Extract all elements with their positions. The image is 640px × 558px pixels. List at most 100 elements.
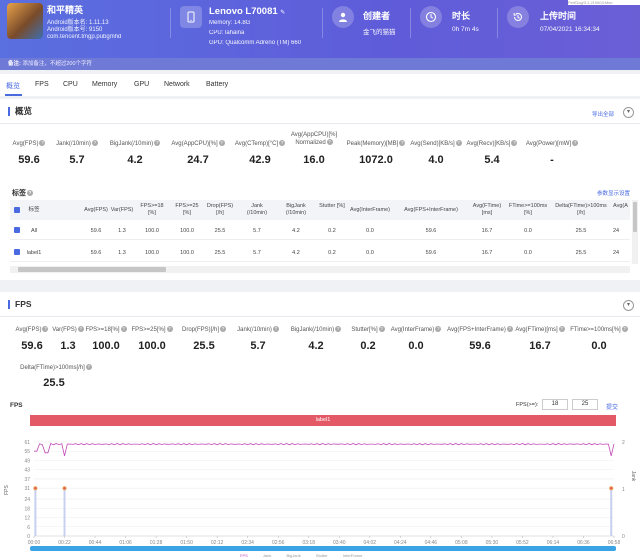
- param-display-settings-link[interactable]: 参数显示设置: [596, 191, 630, 197]
- legend-item[interactable]: FPS: [240, 553, 248, 558]
- overview-title: 概览: [8, 107, 32, 116]
- note-bar[interactable]: 备注: 添加备注，不超过200个字符: [0, 58, 640, 70]
- row-checkbox[interactable]: [14, 227, 20, 233]
- tab-cpu[interactable]: CPU: [63, 81, 78, 88]
- note-placeholder[interactable]: 添加备注，不超过200个字符: [22, 61, 93, 67]
- fps-threshold-input-1[interactable]: 18: [542, 399, 568, 410]
- scrollbar-thumb[interactable]: [633, 202, 637, 232]
- metric-label: Jank(/10min)?: [237, 326, 279, 333]
- x-tick-label: 04:02: [364, 540, 377, 546]
- legend-item[interactable]: InterFrame: [342, 553, 363, 558]
- metric-value: 24.7: [187, 154, 209, 166]
- table-header-cell[interactable]: Jank (/10min): [246, 203, 268, 216]
- x-tick-label: 00:44: [89, 540, 102, 546]
- tab-memory[interactable]: Memory: [92, 81, 118, 88]
- table-header-cell[interactable]: Avg(FTime) [ms]: [472, 203, 502, 216]
- metric-value: 100.0: [138, 340, 166, 352]
- tab-battery[interactable]: Battery: [206, 81, 229, 88]
- table-cell: 100.0: [180, 250, 194, 256]
- chart-series: [33, 442, 615, 536]
- x-tick-label: 02:56: [272, 540, 285, 546]
- table-header-cell[interactable]: Avg(FPS): [84, 207, 108, 213]
- fps-chart-title: FPS: [10, 402, 23, 409]
- select-all-checkbox[interactable]: [14, 207, 20, 213]
- table-header-cell[interactable]: Avg(A: [613, 203, 628, 209]
- metric-label: Jank(/10min)?: [56, 140, 98, 147]
- device-gpu: GPU: Qualcomm Adreno (TM) 660: [209, 40, 302, 46]
- creator-title: 创建者: [363, 11, 391, 21]
- table-header-cell[interactable]: Avg(InterFrame): [350, 207, 390, 213]
- tab-network[interactable]: Network: [164, 81, 190, 88]
- tab-fps[interactable]: FPS: [35, 81, 49, 88]
- scrollbar-thumb[interactable]: [18, 267, 166, 272]
- metric-label: Avg(CTemp)[°C]?: [234, 140, 286, 147]
- metric-label: Var(FPS)?: [52, 326, 84, 333]
- table-cell: 4.2: [292, 250, 300, 256]
- table-vertical-scrollbar[interactable]: [632, 200, 638, 264]
- table-cell: 59.6: [90, 228, 102, 234]
- table-cell: 25.5: [575, 228, 587, 234]
- metric-label: Avg(InterFrame)?: [390, 326, 442, 333]
- metric-label: Avg(Power)[mW]?: [525, 140, 579, 147]
- table-header-cell[interactable]: Stutter [%]: [319, 203, 345, 209]
- legend-item[interactable]: Jank: [262, 553, 272, 558]
- metric-value: 4.0: [428, 154, 444, 166]
- table-header-cell[interactable]: FTime>=100ms [%]: [508, 203, 548, 216]
- time-range-slider[interactable]: [30, 546, 616, 551]
- legend-item[interactable]: Stutter: [315, 553, 328, 558]
- metric-value: 5.7: [250, 340, 266, 352]
- table-header-cell[interactable]: 标签: [28, 207, 40, 213]
- y-tick-label: 0: [27, 534, 30, 540]
- y-tick-label: 18: [24, 506, 30, 512]
- metric-label: FPS>=25[%]?: [131, 326, 173, 333]
- x-tick-label: 01:06: [119, 540, 132, 546]
- metric-value: 42.9: [249, 154, 271, 166]
- table-header-cell[interactable]: BigJank (/10min): [285, 203, 307, 216]
- y2-tick-label: 1: [622, 487, 625, 493]
- metric-value: -: [550, 154, 554, 166]
- package-name: com.tencent.tmgp.pubgmhd: [47, 34, 122, 40]
- table-cell: 1.3: [118, 250, 126, 256]
- device-name: Lenovo L70081 ✎: [209, 6, 286, 17]
- metric-label: Drop(FPS)[/h]?: [181, 326, 226, 333]
- fps-series-line: [34, 442, 615, 456]
- phone-icon: [180, 6, 202, 28]
- y-axis-label: FPS: [4, 484, 10, 494]
- fps-section-title: FPS: [8, 300, 32, 309]
- table-header-cell[interactable]: Delta(FTime)>100ms [/h]: [555, 203, 607, 216]
- table-header-cell[interactable]: FPS>=18 [%]: [140, 203, 164, 216]
- metric-value: 25.5: [43, 377, 65, 389]
- export-all-link[interactable]: 导出全部: [591, 112, 614, 118]
- fps-threshold-input-2[interactable]: 25: [572, 399, 598, 410]
- x-tick-label: 03:40: [333, 540, 346, 546]
- x-tick-label: 05:08: [455, 540, 468, 546]
- metric-label: Avg(FTime)[ms]?: [515, 326, 565, 333]
- table-row[interactable]: label1 59.6 1.3 100.0 100.0 25.5 5.7 4.2…: [10, 244, 630, 262]
- fps-threshold-label: FPS(>=):: [516, 402, 539, 408]
- legend-item[interactable]: BigJank: [286, 553, 301, 558]
- collapse-overview-button[interactable]: ▾: [623, 107, 634, 118]
- metric-label: Avg(FPS)?: [15, 326, 49, 333]
- table-cell: 16.7: [481, 228, 493, 234]
- y-tick-label: 49: [24, 458, 30, 464]
- table-horizontal-scrollbar[interactable]: [10, 266, 630, 273]
- fps-threshold-submit[interactable]: 提交: [606, 405, 619, 411]
- header-divider: [497, 8, 498, 38]
- y2-tick-label: 2: [622, 440, 625, 446]
- table-header-cell[interactable]: Avg(FPS+InterFrame): [404, 207, 458, 213]
- label-range-bar[interactable]: label1: [30, 415, 616, 426]
- y2-axis-label: Jank: [630, 471, 636, 482]
- tab-overview[interactable]: 概览: [6, 83, 20, 90]
- tab-gpu[interactable]: GPU: [134, 81, 150, 88]
- report-header: 和平精英 Android版本名: 1.11.13 Android版本号: 915…: [0, 0, 640, 58]
- table-header-cell[interactable]: FPS>=25 [%]: [175, 203, 199, 216]
- table-header-cell[interactable]: Var(FPS): [110, 207, 134, 213]
- row-checkbox[interactable]: [14, 249, 20, 255]
- table-header: 标签 Avg(FPS) Var(FPS) FPS>=18 [%] FPS>=25…: [10, 200, 630, 220]
- x-tick-label: 06:36: [577, 540, 590, 546]
- table-row[interactable]: All 59.6 1.3 100.0 100.0 25.5 5.7 4.2 0.…: [10, 222, 630, 240]
- version-fragment: PerfDog/3.1.210604:Mac: [568, 0, 640, 5]
- collapse-fps-button[interactable]: ▾: [623, 300, 634, 311]
- table-header-cell[interactable]: Drop(FPS) [/h]: [206, 203, 234, 216]
